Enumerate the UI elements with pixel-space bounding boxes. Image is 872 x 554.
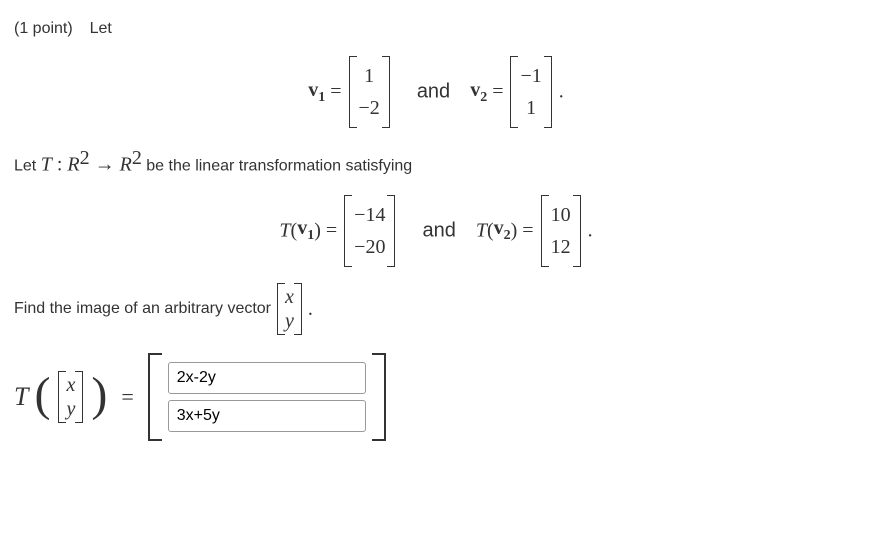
- bracket-left: [148, 353, 162, 441]
- R-symbol: R: [120, 154, 132, 176]
- equals-sign: =: [330, 81, 346, 103]
- R-symbol: R: [67, 154, 79, 176]
- let-text: Let: [90, 20, 112, 37]
- transformation-line: Let T : R2 → R2 be the linear transforma…: [14, 144, 858, 178]
- v1-symbol: v1: [297, 217, 314, 239]
- and-text: and: [422, 219, 455, 241]
- v1-symbol: v1: [308, 79, 325, 101]
- T-symbol: T: [279, 219, 290, 241]
- Tv2-vector: 10 12: [541, 195, 581, 267]
- Tv1-entry-1: −14: [352, 199, 387, 231]
- xy-vector: x y: [277, 283, 302, 335]
- equals-sign: =: [326, 219, 342, 241]
- x-var: x: [283, 285, 296, 309]
- period: .: [308, 295, 313, 323]
- bracket-right: [372, 353, 386, 441]
- problem-header: (1 point) Let: [14, 18, 858, 40]
- period: .: [559, 81, 564, 103]
- vector-definitions: v1 = 1 −2 and v2 = −1 1 .: [14, 56, 858, 128]
- Tv2-entry-2: 12: [549, 231, 573, 263]
- answer-vector: [168, 362, 366, 432]
- and-text: and: [417, 81, 450, 103]
- Tv2-entry-1: 10: [549, 199, 573, 231]
- v2-symbol: v2: [494, 217, 511, 239]
- answer-equation: T ( x y ) =: [14, 353, 858, 441]
- T-symbol: T: [41, 154, 52, 176]
- Tv1-vector: −14 −20: [344, 195, 395, 267]
- points-label: (1 point): [14, 20, 73, 37]
- find-image-line: Find the image of an arbitrary vector x …: [14, 283, 858, 335]
- equals-sign: =: [522, 219, 538, 241]
- equals-sign: =: [113, 384, 141, 410]
- x-var: x: [64, 373, 77, 397]
- equals-sign: =: [492, 81, 508, 103]
- T-symbol: T: [14, 382, 28, 412]
- period: .: [588, 219, 593, 241]
- v1-vector: 1 −2: [349, 56, 390, 128]
- v2-entry-1: −1: [518, 60, 543, 92]
- transformation-values: T(v1) = −14 −20 and T(v2) = 10 12 .: [14, 195, 858, 267]
- T-symbol: T: [476, 219, 487, 241]
- arrow: →: [90, 154, 120, 176]
- y-var: y: [64, 397, 77, 421]
- v2-symbol: v2: [470, 79, 487, 101]
- v1-entry-2: −2: [357, 92, 382, 124]
- xy-vector: x y: [58, 371, 83, 423]
- v2-vector: −1 1: [510, 56, 551, 128]
- answer-input-top[interactable]: [168, 362, 366, 394]
- y-var: y: [283, 309, 296, 333]
- answer-input-bottom[interactable]: [168, 400, 366, 432]
- Tv1-entry-2: −20: [352, 231, 387, 263]
- v2-entry-2: 1: [518, 92, 543, 124]
- v1-entry-1: 1: [357, 60, 382, 92]
